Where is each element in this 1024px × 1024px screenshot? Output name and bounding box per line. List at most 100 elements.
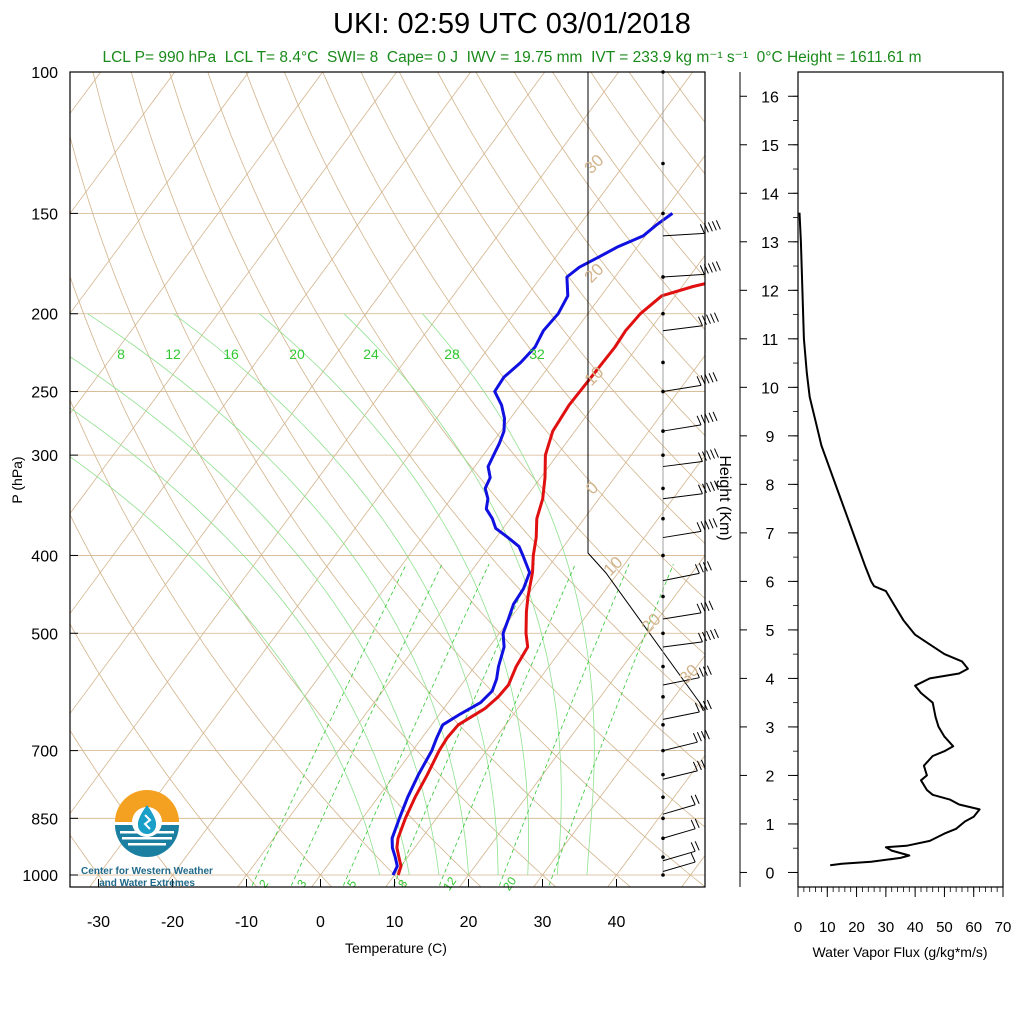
wind-barb-staff <box>662 850 696 862</box>
dry-adiabat <box>207 72 705 770</box>
temperature-tick-label: 0 <box>316 914 325 931</box>
mixing-ratio-line <box>392 563 535 887</box>
dry-adiabat <box>130 72 705 887</box>
wind-barb-flag <box>708 519 714 529</box>
wind-barb-flag <box>704 413 710 424</box>
theta-e-label: 20 <box>289 346 305 362</box>
dry-adiabat <box>360 72 705 545</box>
wind-barb-flag <box>708 373 714 383</box>
moist-adiabat <box>70 456 381 876</box>
mixing-ratio-line <box>498 563 630 887</box>
wind-barb-flag <box>692 732 698 743</box>
moist-adiabat <box>70 356 440 876</box>
temperature-tick-label: -10 <box>235 914 258 931</box>
wind-barb-staff <box>662 530 702 539</box>
pressure-tick-label: 300 <box>31 448 58 465</box>
skew-t-frame <box>69 71 706 888</box>
barb-level-dot <box>661 772 665 777</box>
wind-barb-flag <box>696 376 702 386</box>
wind-barb-flag <box>696 415 702 426</box>
wind-barb-flag <box>706 450 711 460</box>
chart-subtitle: LCL P= 990 hPa LCL T= 8.4°C SWI= 8 Cape=… <box>0 48 1024 67</box>
wind-barb-flag <box>690 842 696 852</box>
isotherm <box>385 454 705 887</box>
temperature-profile <box>395 282 705 876</box>
theta-e-label: 24 <box>363 346 379 362</box>
dry-adiabat <box>590 72 705 227</box>
barb-level-dot <box>661 795 665 799</box>
moist-adiabat <box>422 313 595 876</box>
wind-barb-flag <box>694 818 700 829</box>
wind-barb-flag <box>706 630 711 641</box>
wind-barb-flag <box>708 412 714 423</box>
barb-level-dot <box>661 486 665 491</box>
wind-barb-flag <box>704 729 710 740</box>
cw3e-logo-icon <box>115 790 179 857</box>
y-axis-label: P (hPa) <box>9 456 25 503</box>
wind-barb-flag <box>700 414 706 425</box>
chart-title: UKI: 02:59 UTC 03/01/2018 <box>333 8 691 40</box>
wind-barb-flag <box>707 222 713 232</box>
pressure-tick-label: 100 <box>31 65 58 82</box>
wind-barb-staff <box>662 384 702 393</box>
theta-e-label: 12 <box>165 346 181 362</box>
wind-barb-flag <box>694 668 700 678</box>
barb-level-dot <box>661 453 665 457</box>
wind-barb-flag <box>700 375 706 385</box>
temperature-tick-label: -20 <box>161 914 184 931</box>
mixing-ratio-line <box>548 563 674 887</box>
wind-barb-flag <box>708 600 714 611</box>
barb-level-dot <box>661 311 665 316</box>
ivt-value: IVT = 233.9 kg m⁻¹ s⁻¹ <box>591 49 749 66</box>
wind-barb-staff <box>662 612 702 620</box>
mixing-ratio-label: 8 <box>395 877 410 891</box>
isotherm <box>70 72 472 615</box>
wind-barb-flag <box>710 481 715 491</box>
pressure-tick-label: 150 <box>31 206 58 223</box>
wind-barb-staff <box>662 677 700 686</box>
swi-value: SWI= 8 <box>326 49 379 66</box>
dry-adiabat <box>706 72 1024 892</box>
wind-barb-flag <box>712 372 718 382</box>
wind-barb-flag <box>706 482 711 492</box>
theta-e-label: 32 <box>529 346 545 362</box>
x-axis-label: Temperature (C) <box>345 940 447 956</box>
cape-value: Cape= 0 J <box>386 49 458 66</box>
barb-level-dot <box>661 161 665 166</box>
wind-barb-staff <box>662 711 700 720</box>
barb-level-dot <box>661 816 665 821</box>
wind-barb-flag <box>712 411 718 422</box>
mixing-ratio-label: 5 <box>344 877 359 891</box>
isotherm <box>70 72 176 215</box>
wind-barb-flag <box>704 520 710 530</box>
wind-speed-label: 0 <box>582 478 602 498</box>
dewpoint-profile <box>390 212 674 876</box>
wind-speed-label: 30 <box>581 151 608 178</box>
temperature-tick-label: -30 <box>87 914 110 931</box>
barb-level-dot <box>661 594 665 599</box>
wind-barb-flag <box>706 665 712 675</box>
wind-barb-flag <box>698 667 704 677</box>
isotherm <box>70 72 398 515</box>
wind-barb-flag <box>706 561 712 571</box>
wind-barb-flag <box>694 841 700 851</box>
wind-barb-flag <box>699 224 705 234</box>
pressure-tick-label: 250 <box>31 385 58 402</box>
isotherm <box>70 72 324 415</box>
barb-level-dot <box>661 631 665 636</box>
mixing-ratio-line <box>290 563 443 887</box>
isotherm <box>459 554 705 887</box>
wind-barb-flag <box>690 795 696 805</box>
wind-barb-staff <box>662 461 703 468</box>
zero-height-value: 0°C Height = 1611.61 m <box>756 49 922 66</box>
wind-barb-staff <box>662 424 702 432</box>
pressure-tick-label: 700 <box>31 744 58 761</box>
wind-barb-flag <box>712 518 718 528</box>
wind-barb-flag <box>698 563 704 573</box>
wind-barb-staff <box>662 741 698 752</box>
dry-adiabat <box>437 72 705 437</box>
wind-barb-flag <box>696 522 702 532</box>
wind-barb-flag <box>694 564 700 574</box>
wind-barb-flag <box>700 521 706 531</box>
